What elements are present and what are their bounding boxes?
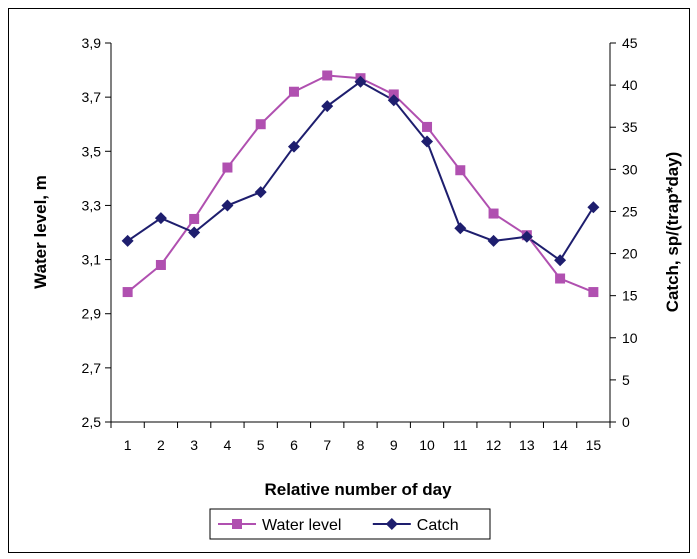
legend-label: Catch — [417, 517, 459, 534]
y-right-tick-label: 40 — [622, 77, 638, 93]
x-tick-label: 15 — [586, 437, 602, 453]
data-point-catch — [454, 222, 467, 235]
data-point-water-level — [288, 86, 299, 97]
y-left-tick-label: 3,9 — [82, 35, 102, 51]
y-left-tick-label: 2,5 — [82, 414, 102, 430]
x-tick-label: 9 — [390, 437, 398, 453]
x-tick-label: 14 — [552, 437, 568, 453]
data-point-catch — [554, 254, 567, 267]
data-point-catch — [487, 234, 500, 247]
data-point-water-level — [322, 70, 333, 81]
y-left-tick-label: 3,7 — [82, 89, 102, 105]
data-point-catch — [321, 100, 334, 113]
y-right-tick-label: 0 — [622, 414, 630, 430]
x-tick-label: 11 — [453, 437, 468, 453]
data-point-catch — [287, 140, 300, 153]
data-point-catch — [121, 234, 134, 247]
y-right-tick-label: 25 — [622, 203, 638, 219]
x-tick-label: 7 — [323, 437, 331, 453]
data-point-catch — [387, 94, 400, 107]
legend-marker-diamond — [385, 518, 398, 530]
x-tick-label: 2 — [157, 437, 165, 453]
y-right-tick-label: 35 — [622, 119, 638, 135]
data-point-water-level — [422, 121, 433, 132]
y-right-tick-label: 30 — [622, 161, 638, 177]
legend-label: Water level — [262, 517, 341, 534]
x-tick-label: 13 — [519, 437, 535, 453]
data-point-catch — [254, 186, 267, 199]
y-left-tick-label: 3,1 — [82, 252, 102, 268]
y-axis-right-title: Catch, sp/(trap*day) — [663, 152, 682, 313]
data-point-catch — [520, 230, 533, 243]
data-point-water-level — [455, 165, 466, 176]
legend-box — [209, 508, 491, 540]
legend-marker-square — [232, 519, 242, 529]
data-point-water-level — [588, 287, 599, 298]
y-left-tick-label: 2,9 — [82, 306, 102, 322]
y-right-tick-label: 45 — [622, 35, 638, 51]
series-lines — [127, 74, 595, 293]
data-point-catch — [354, 75, 367, 88]
y-right-tick-label: 10 — [622, 330, 638, 346]
y-left-tick-label: 2,7 — [82, 360, 102, 376]
chart-frame — [8, 8, 690, 553]
x-tick-label: 10 — [419, 437, 435, 453]
x-tick-label: 3 — [190, 437, 198, 453]
data-point-water-level — [155, 259, 166, 270]
y-right-tick-label: 20 — [622, 246, 638, 262]
x-tick-label: 6 — [290, 437, 298, 453]
data-point-catch — [587, 201, 600, 214]
data-point-catch — [221, 199, 234, 212]
data-point-water-level — [222, 162, 233, 173]
x-tick-label: 8 — [357, 437, 365, 453]
data-point-water-level — [255, 119, 266, 130]
x-tick-label: 1 — [124, 437, 132, 453]
y-left-tick-label: 3,5 — [82, 143, 102, 159]
data-point-water-level — [189, 213, 200, 224]
axes: 2,52,72,93,13,33,53,73,90510152025303540… — [82, 35, 638, 453]
x-tick-label: 4 — [224, 437, 232, 453]
series-markers — [121, 70, 600, 298]
series-line-water-level — [127, 74, 594, 293]
data-point-catch — [421, 135, 434, 148]
data-point-catch — [188, 226, 201, 239]
data-point-catch — [154, 212, 167, 225]
y-right-tick-label: 15 — [622, 288, 638, 304]
legend: Water level Catch — [209, 508, 491, 540]
y-left-tick-label: 3,3 — [82, 197, 102, 213]
data-point-water-level — [488, 208, 499, 219]
x-tick-label: 12 — [486, 437, 502, 453]
x-axis-title: Relative number of day — [264, 480, 452, 499]
y-right-tick-label: 5 — [622, 372, 630, 388]
data-point-water-level — [122, 287, 133, 298]
x-tick-label: 5 — [257, 437, 265, 453]
y-axis-left-title: Water level, m — [31, 175, 50, 289]
data-point-water-level — [555, 273, 566, 284]
